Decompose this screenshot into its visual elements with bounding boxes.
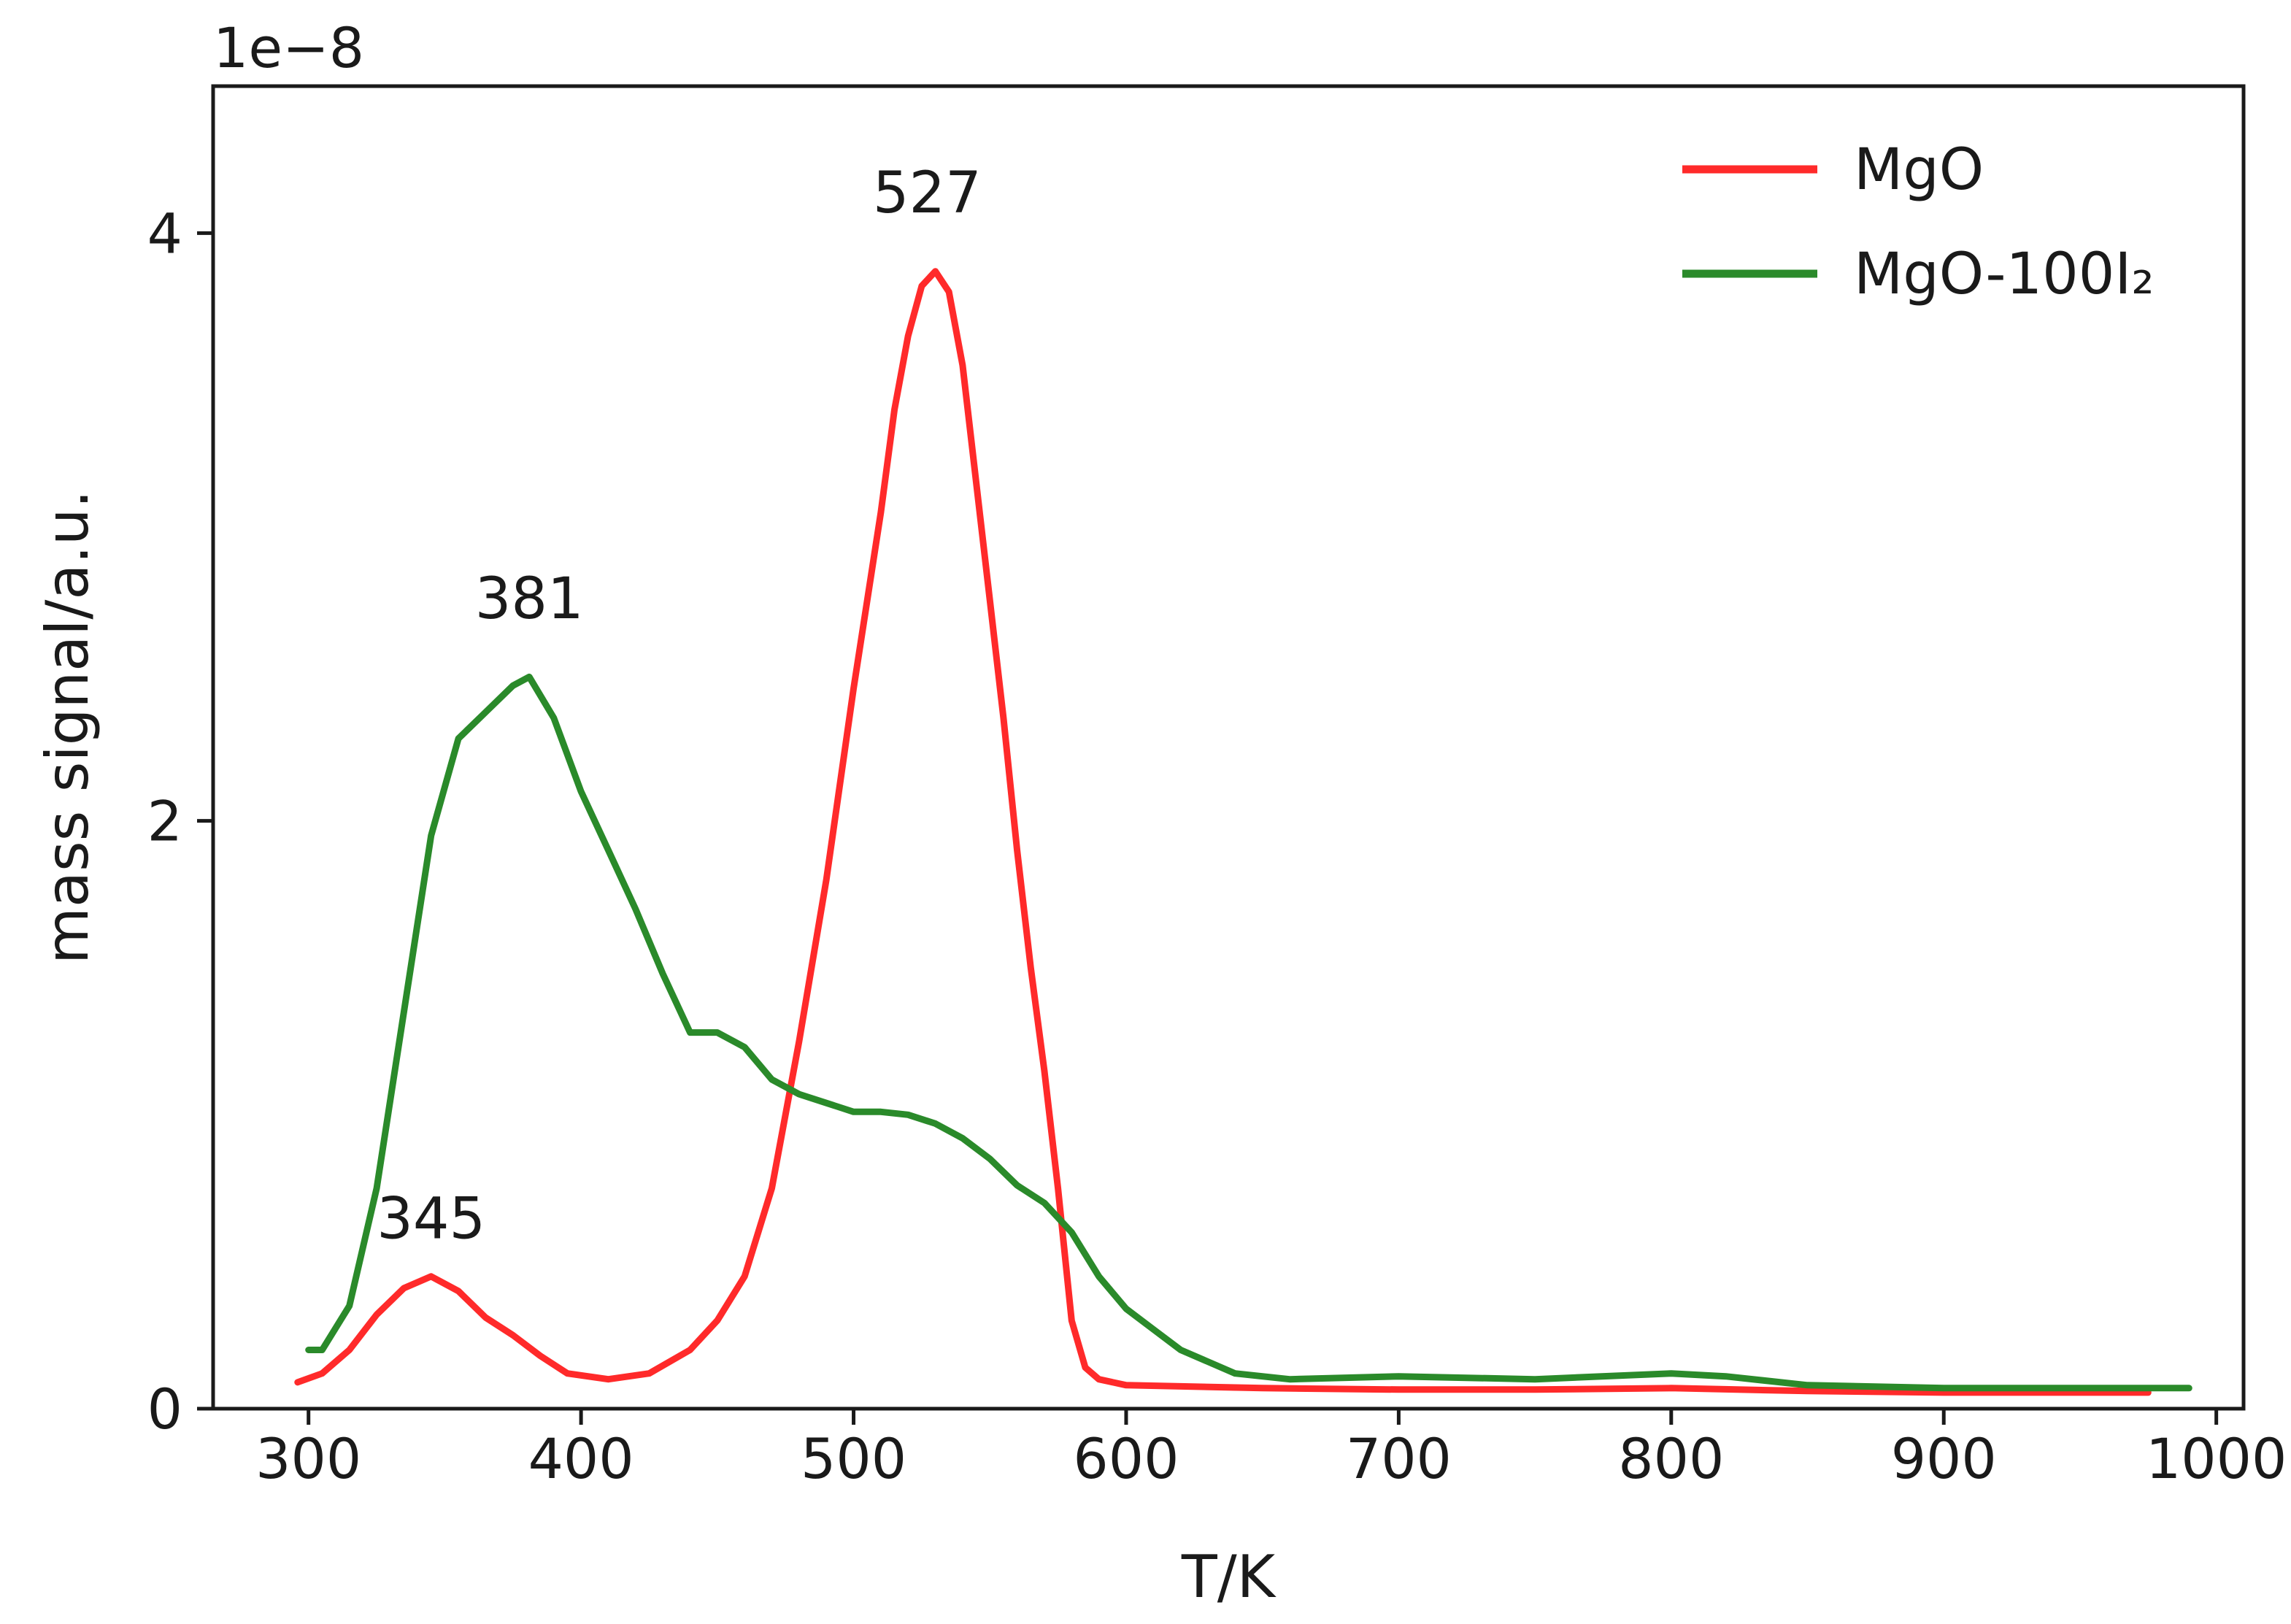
x-axis-title: T/K	[1181, 1543, 1277, 1611]
y-tick-label: 0	[147, 1377, 182, 1442]
y-tick-label: 2	[147, 789, 182, 854]
series-layer	[294, 268, 2192, 1396]
x-tick-label: 1000	[2146, 1426, 2287, 1491]
y-tick-label: 4	[147, 201, 182, 266]
x-tick-label: 400	[528, 1426, 634, 1491]
y-offset-text: 1e−8	[213, 15, 364, 80]
x-tick-label: 700	[1346, 1426, 1452, 1491]
series-line-mgo-100i2	[305, 673, 2192, 1392]
plot-area	[211, 84, 2246, 1411]
x-tick-label: 500	[801, 1426, 906, 1491]
x-tick-label: 600	[1073, 1426, 1179, 1491]
peak-annotation: 381	[475, 566, 584, 632]
y-axis: 0 2 4	[147, 201, 213, 1442]
plot-frame	[211, 84, 2246, 1411]
legend: MgO MgO-100I₂	[1682, 137, 2155, 307]
peak-annotation: 345	[377, 1186, 485, 1252]
x-tick-label: 800	[1618, 1426, 1724, 1491]
legend-label: MgO-100I₂	[1854, 242, 2155, 307]
x-axis: 300 400 500 600 700 800 900 1000	[255, 1409, 2287, 1491]
series-line-mgo	[294, 268, 2152, 1396]
x-tick-label: 900	[1891, 1426, 1997, 1491]
y-axis-title: mass signal/a.u.	[34, 490, 101, 964]
annotation-layer: 345 381 527	[377, 161, 982, 1252]
peak-annotation: 527	[873, 161, 982, 226]
x-tick-label: 300	[255, 1426, 361, 1491]
legend-label: MgO	[1854, 137, 1984, 203]
